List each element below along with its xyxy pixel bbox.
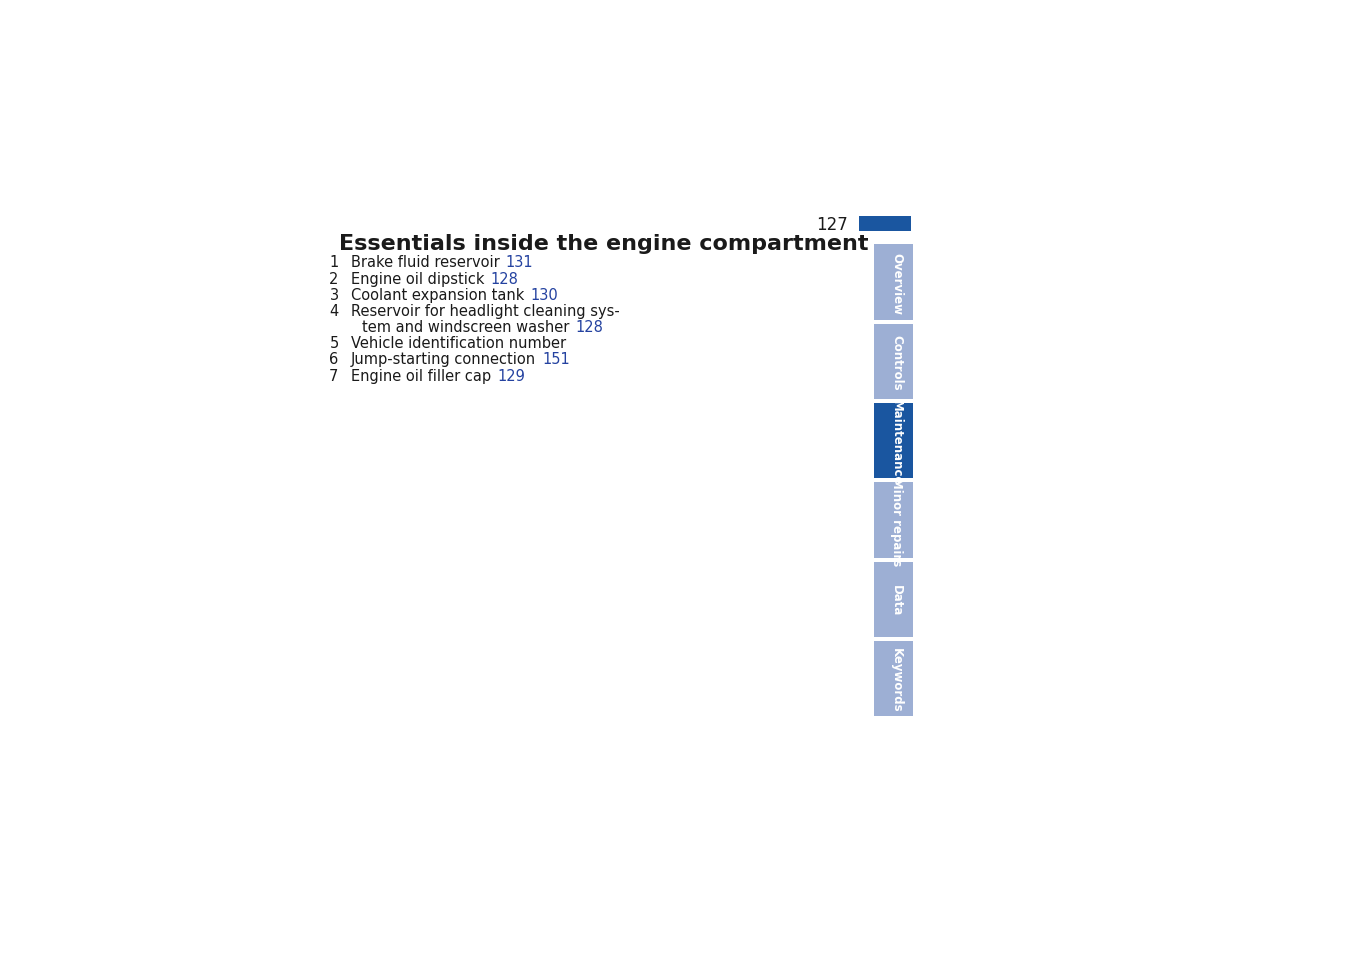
Bar	[874, 399, 913, 401]
Text: 128: 128	[490, 272, 519, 286]
Text: 131: 131	[505, 255, 534, 270]
Text: Reservoir for headlight cleaning sys-: Reservoir for headlight cleaning sys-	[351, 304, 620, 318]
Bar	[874, 641, 881, 719]
Text: 1: 1	[330, 255, 339, 270]
Text: Coolant expansion tank: Coolant expansion tank	[351, 288, 524, 302]
Text: Data: Data	[890, 585, 904, 617]
Bar	[874, 717, 913, 719]
Bar	[881, 245, 913, 322]
Text: tem and windscreen washer: tem and windscreen washer	[362, 320, 570, 335]
Bar	[874, 324, 881, 401]
Text: 127: 127	[816, 215, 847, 233]
Text: Engine oil dipstick: Engine oil dipstick	[351, 272, 485, 286]
Text: 2: 2	[330, 272, 339, 286]
Bar	[874, 483, 881, 559]
Text: Controls: Controls	[890, 335, 904, 391]
Bar	[881, 562, 913, 639]
Text: Vehicle identification number: Vehicle identification number	[351, 335, 566, 351]
Bar	[874, 562, 881, 639]
Text: Jump-starting connection: Jump-starting connection	[351, 352, 536, 367]
Text: Essentials inside the engine compartment: Essentials inside the engine compartment	[339, 233, 869, 253]
Text: Engine oil filler cap: Engine oil filler cap	[351, 368, 490, 383]
Bar	[874, 245, 881, 322]
Bar	[874, 638, 913, 639]
Text: 128: 128	[576, 320, 604, 335]
Text: Minor repairs: Minor repairs	[890, 476, 904, 566]
Text: 130: 130	[530, 288, 558, 302]
Bar	[859, 216, 911, 232]
Bar	[881, 483, 913, 559]
Text: 5: 5	[330, 335, 339, 351]
Text: Keywords: Keywords	[890, 647, 904, 712]
Bar	[881, 324, 913, 401]
Bar	[874, 320, 913, 322]
Bar	[874, 403, 881, 480]
Text: 151: 151	[542, 352, 570, 367]
Text: Maintenance: Maintenance	[890, 399, 904, 485]
Text: Brake fluid reservoir: Brake fluid reservoir	[351, 255, 500, 270]
Text: 3: 3	[330, 288, 339, 302]
Text: 4: 4	[330, 304, 339, 318]
Text: 7: 7	[330, 368, 339, 383]
Text: 6: 6	[330, 352, 339, 367]
Text: Overview: Overview	[890, 253, 904, 314]
Bar	[874, 479, 913, 480]
Bar	[874, 558, 913, 559]
Bar	[881, 641, 913, 719]
Bar	[881, 403, 913, 480]
Text: 129: 129	[497, 368, 526, 383]
